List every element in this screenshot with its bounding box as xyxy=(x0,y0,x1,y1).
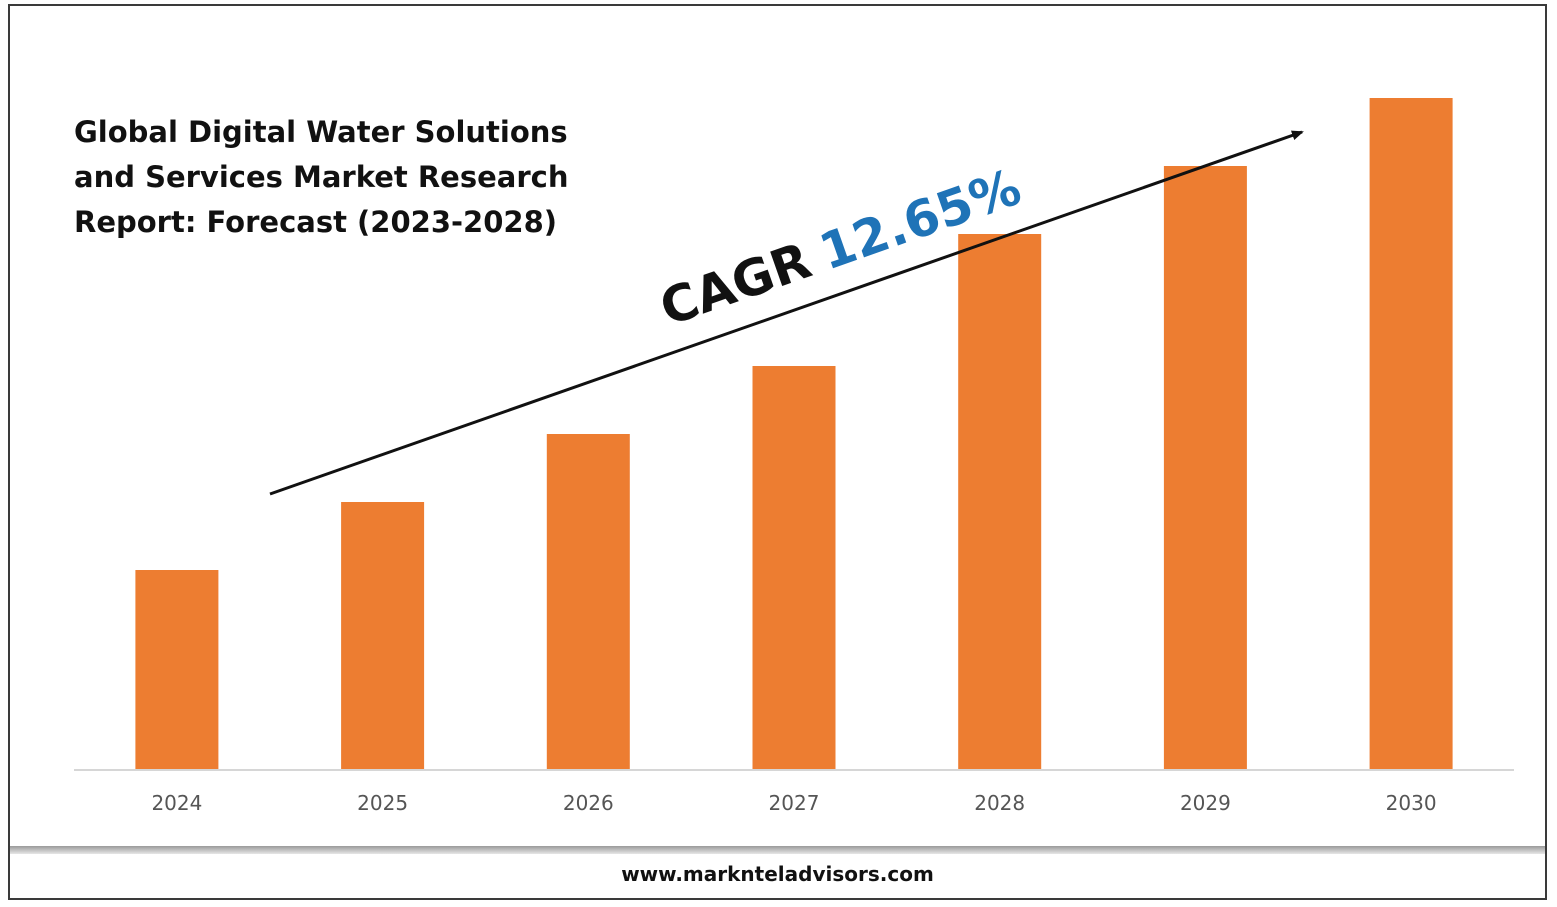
bar-2028 xyxy=(958,234,1042,770)
x-axis-ticks: 2024 2025 2026 2027 2028 2029 2030 xyxy=(151,791,1436,815)
bars-group xyxy=(135,98,1453,770)
cagr-prefix: CAGR xyxy=(653,231,818,337)
x-tick-label-2025: 2025 xyxy=(357,791,408,815)
trend-arrow xyxy=(269,130,1304,496)
bar-2025 xyxy=(341,502,425,770)
x-tick-label-2027: 2027 xyxy=(769,791,820,815)
footer-divider xyxy=(10,846,1545,854)
x-tick-label-2029: 2029 xyxy=(1180,791,1231,815)
bar-2027 xyxy=(752,366,836,770)
footer-url: www.marknteladvisors.com xyxy=(621,862,934,886)
chart-title: Global Digital Water Solutions and Servi… xyxy=(74,115,569,239)
bar-2026 xyxy=(546,434,630,770)
bar-2024 xyxy=(135,570,219,770)
bar-2029 xyxy=(1163,166,1247,770)
x-tick-label-2026: 2026 xyxy=(563,791,614,815)
x-tick-label-2028: 2028 xyxy=(974,791,1025,815)
x-tick-label-2024: 2024 xyxy=(151,791,202,815)
bar-2030 xyxy=(1369,98,1453,770)
x-tick-label-2030: 2030 xyxy=(1386,791,1437,815)
